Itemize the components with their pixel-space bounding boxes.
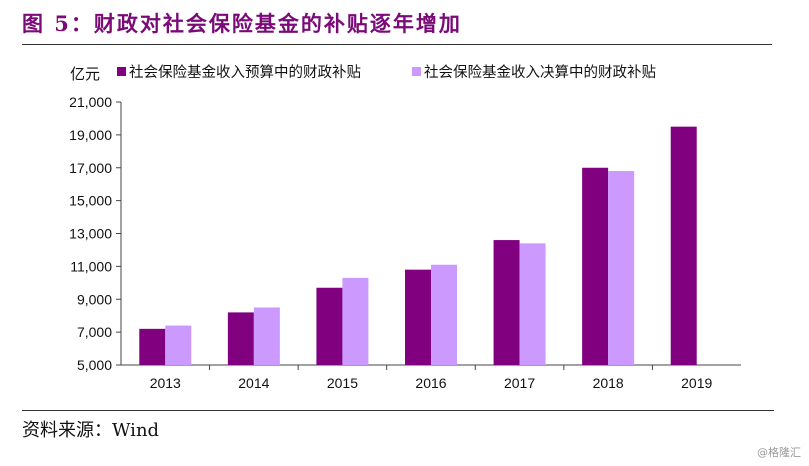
- x-tick-label: 2014: [238, 375, 269, 391]
- bar-series-1-2017: [493, 240, 520, 365]
- bar-series-2-2014: [253, 307, 280, 365]
- x-tick-label: 2015: [327, 375, 358, 391]
- legend: 社会保险基金收入预算中的财政补贴 社会保险基金收入决算中的财政补贴: [117, 64, 656, 81]
- bar-series-1-2014: [227, 312, 254, 365]
- y-tick-label: 15,000: [69, 193, 112, 209]
- legend-swatch: [412, 67, 421, 76]
- y-tick-label: 13,000: [69, 226, 112, 242]
- x-tick-label: 2017: [504, 375, 535, 391]
- x-tick-label: 2018: [593, 375, 624, 391]
- y-unit-label: 亿元: [70, 66, 100, 83]
- bar-series-2-2015: [342, 277, 369, 365]
- x-tick-label: 2013: [150, 375, 181, 391]
- y-tick-label: 21,000: [69, 94, 112, 110]
- y-tick-label: 7,000: [77, 324, 112, 340]
- y-axis: 5,000 7,000 9,000 11,000 13,000 15,000 17,000 1…: [69, 66, 122, 373]
- title-divider: [22, 44, 772, 45]
- y-tick-label: 11,000: [70, 258, 112, 274]
- bar-series-2-2016: [431, 264, 457, 365]
- x-tick-label: 2019: [681, 375, 712, 391]
- legend-label: 社会保险基金收入预算中的财政补贴: [129, 64, 361, 81]
- bar-series-1-2019: [670, 126, 697, 365]
- bar-series-2-2013: [165, 325, 192, 365]
- bar-series-1-2018: [582, 167, 609, 365]
- footer-divider: [22, 410, 774, 411]
- watermark: @格隆汇: [757, 446, 801, 459]
- bars: [139, 126, 697, 365]
- y-tick-label: 19,000: [69, 127, 112, 143]
- x-tick-label: 2016: [415, 375, 446, 391]
- legend-label: 社会保险基金收入决算中的财政补贴: [424, 64, 656, 81]
- bar-series-1-2015: [316, 287, 343, 365]
- legend-swatch: [117, 67, 126, 76]
- y-tick-label: 17,000: [69, 160, 112, 176]
- y-tick-label: 5,000: [77, 357, 112, 373]
- bar-series-2-2018: [608, 171, 635, 365]
- page-title: 图 5：财政对社会保险基金的补贴逐年增加: [22, 11, 462, 36]
- bar-series-1-2016: [405, 269, 431, 365]
- bar-series-2-2017: [519, 243, 546, 365]
- x-axis: 2013 2014 2015 2016 2017 2018 2019: [121, 364, 741, 391]
- source-note: 资料来源：Wind: [22, 420, 160, 441]
- bar-series-1-2013: [139, 328, 166, 365]
- y-tick-label: 9,000: [77, 291, 112, 307]
